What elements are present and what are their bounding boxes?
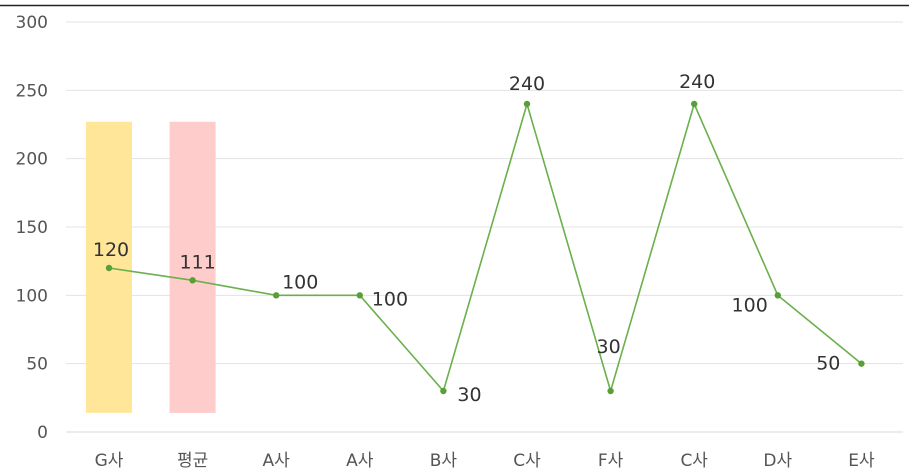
data-point [523, 100, 531, 108]
x-tick-label: F사 [598, 451, 624, 471]
y-tick-label: 250 [16, 81, 48, 101]
data-label: 100 [372, 288, 408, 310]
data-label: 111 [179, 251, 215, 273]
data-label: 100 [732, 294, 768, 316]
data-label: 240 [679, 71, 715, 93]
x-tick-label: B사 [430, 451, 458, 471]
data-point [774, 292, 781, 299]
y-axis: 0 50 100 150 200 250 300 [16, 13, 48, 443]
series-line [108, 101, 862, 394]
data-label: 50 [816, 353, 840, 375]
data-point [858, 360, 865, 367]
y-tick-label: 0 [37, 423, 48, 443]
x-tick-label: A사 [263, 451, 291, 471]
data-point [273, 292, 280, 299]
highlight-bar-2 [169, 121, 216, 413]
data-labels: 120 111 100 100 30 240 30 240 100 50 [93, 71, 841, 406]
data-point [691, 100, 698, 108]
x-tick-label: 평균 [177, 451, 208, 471]
data-point [356, 292, 363, 299]
y-tick-label: 50 [26, 355, 48, 375]
y-tick-label: 150 [16, 218, 48, 238]
y-tick-label: 100 [16, 286, 48, 306]
data-point [607, 387, 614, 395]
data-points [105, 100, 865, 395]
x-tick-label: C사 [680, 451, 708, 471]
x-axis: G사 평균 A사 A사 B사 C사 F사 C사 D사 E사 [95, 451, 875, 471]
y-tick-label: 300 [16, 13, 48, 33]
series-line-1 [108, 101, 862, 394]
data-label: 100 [282, 271, 318, 293]
data-point [189, 277, 196, 284]
highlight-bars [86, 121, 216, 413]
data-label: 30 [597, 336, 621, 358]
data-label: 120 [93, 239, 129, 261]
x-tick-label: E사 [848, 451, 875, 471]
x-tick-label: A사 [346, 451, 374, 471]
data-label: 240 [509, 73, 545, 95]
data-label: 30 [457, 384, 481, 406]
x-tick-label: G사 [95, 451, 124, 471]
data-point [105, 264, 113, 272]
y-tick-label: 200 [16, 150, 48, 170]
data-point [440, 387, 447, 395]
x-tick-label: D사 [763, 451, 792, 471]
x-tick-label: C사 [513, 451, 541, 471]
